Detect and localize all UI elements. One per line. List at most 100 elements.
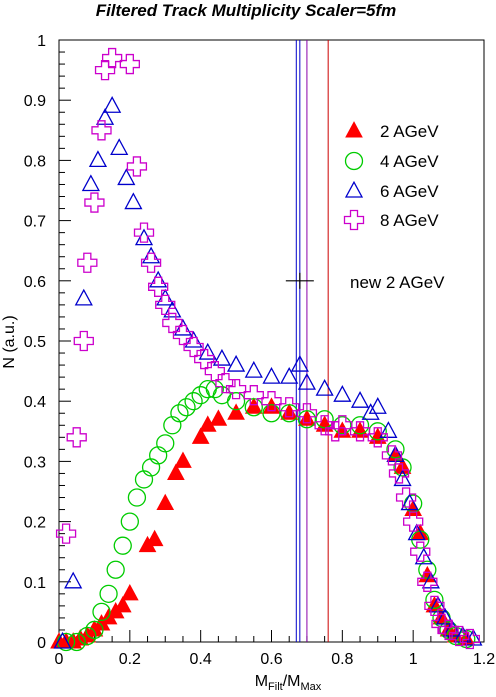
data-point <box>425 590 444 610</box>
data-point <box>156 493 175 511</box>
data-point <box>459 628 480 650</box>
data-point <box>244 360 263 378</box>
data-point <box>133 222 155 243</box>
data-point <box>368 397 387 414</box>
series-2-agev <box>50 397 476 649</box>
data-point <box>205 380 224 399</box>
x-tick-label: 0.4 <box>190 651 212 668</box>
data-point <box>404 499 423 517</box>
x-label-sub-max: Max <box>301 681 322 692</box>
data-point <box>379 421 398 438</box>
data-point <box>163 416 182 435</box>
y-tick-label: 0.4 <box>24 394 46 411</box>
data-point <box>120 583 139 601</box>
data-point <box>225 379 247 400</box>
data-point <box>77 252 98 273</box>
data-point <box>84 192 105 213</box>
data-point <box>209 409 228 426</box>
y-tick-label: 0.8 <box>24 153 46 170</box>
data-point <box>170 404 189 423</box>
data-point <box>393 469 412 487</box>
x-tick-label: 0.2 <box>119 651 141 668</box>
data-point <box>67 632 86 652</box>
data-point <box>226 392 246 411</box>
data-point <box>395 487 417 508</box>
data-point <box>156 434 175 453</box>
data-point <box>351 421 369 438</box>
legend-marker <box>344 151 364 171</box>
data-point <box>103 96 122 113</box>
y-tick-label: 0.2 <box>24 515 46 532</box>
y-tick-label: 1 <box>37 33 46 50</box>
data-point <box>85 620 104 640</box>
y-axis-label: N (a.u.) <box>1 315 18 368</box>
y-tick-label: 0.3 <box>24 454 46 471</box>
data-point <box>244 397 263 414</box>
data-point <box>120 512 139 531</box>
data-point <box>244 398 263 417</box>
y-tick-label: 0.1 <box>24 575 46 592</box>
data-point <box>149 446 168 465</box>
legend-marker <box>344 180 364 198</box>
data-point <box>350 391 370 408</box>
data-point <box>117 168 136 186</box>
data-point <box>400 493 419 511</box>
data-point <box>243 385 264 406</box>
legend-marker <box>343 209 365 231</box>
data-point <box>145 529 164 547</box>
data-point <box>407 523 426 541</box>
data-point <box>81 174 100 192</box>
data-point <box>184 392 203 411</box>
x-axis-label: MFilt/MMax <box>255 673 322 692</box>
data-point <box>156 288 175 306</box>
data-point <box>91 120 112 141</box>
x-tick-label: 1 <box>409 651 418 668</box>
data-point <box>162 312 183 334</box>
data-point <box>134 470 154 489</box>
data-point <box>194 348 215 370</box>
data-point <box>449 625 470 647</box>
data-point <box>191 427 210 444</box>
x-label-sub-filt: Filt <box>268 681 283 692</box>
data-point <box>88 150 108 168</box>
y-tick-label: 0.9 <box>24 93 46 110</box>
data-point <box>92 602 111 622</box>
data-point <box>101 47 123 69</box>
data-point <box>119 53 140 75</box>
data-point <box>325 421 346 442</box>
data-point <box>388 463 410 484</box>
data-point <box>53 631 72 649</box>
data-point <box>141 246 161 264</box>
data-point <box>140 252 162 273</box>
y-tick-label: 0 <box>37 635 46 652</box>
x-tick-label: 0.6 <box>260 651 282 668</box>
data-point <box>297 410 317 429</box>
series-new-2-agev <box>285 272 314 289</box>
chart-title: Filtered Track Multiplicity Scaler=5fm <box>96 1 397 20</box>
data-point <box>126 156 148 177</box>
data-point <box>149 270 168 288</box>
data-point <box>167 463 185 480</box>
data-point <box>261 391 282 412</box>
x-tick-label: 1.2 <box>473 651 495 668</box>
data-point <box>173 318 193 336</box>
data-point <box>183 336 204 358</box>
data-point <box>296 403 318 424</box>
data-point <box>315 410 334 429</box>
data-point <box>66 427 87 448</box>
data-point <box>55 523 77 544</box>
data-point <box>297 372 317 390</box>
data-point <box>262 404 281 423</box>
data-point <box>174 451 192 468</box>
data-point <box>386 440 405 459</box>
data-point <box>78 626 97 646</box>
data-point <box>279 397 300 418</box>
data-point <box>262 366 281 384</box>
data-point <box>94 59 116 81</box>
data-point <box>110 138 129 156</box>
series-8-agev <box>55 47 480 650</box>
data-point <box>212 348 232 366</box>
data-point <box>280 366 299 384</box>
